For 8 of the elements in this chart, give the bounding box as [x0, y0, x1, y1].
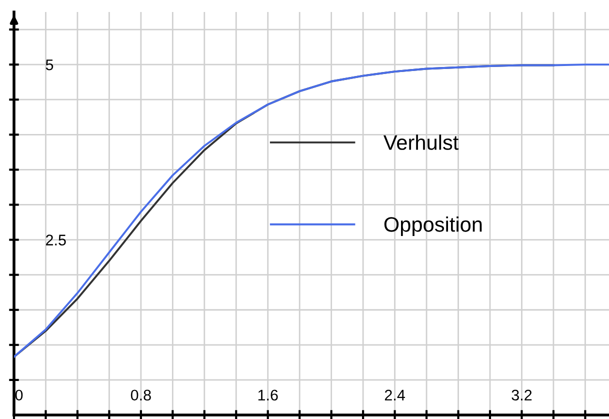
y-tick-label: 2.5: [46, 234, 66, 246]
x-tick-label: 0.8: [130, 390, 151, 401]
y-tick-label: 5: [46, 60, 54, 70]
x-tick-label: 1.6: [258, 390, 278, 401]
x-tick-label: 2.4: [384, 390, 405, 400]
legend-label: Verhulst: [383, 134, 459, 150]
x-tick-label: 3.2: [512, 390, 532, 401]
legend-label: Opposition: [384, 216, 482, 236]
